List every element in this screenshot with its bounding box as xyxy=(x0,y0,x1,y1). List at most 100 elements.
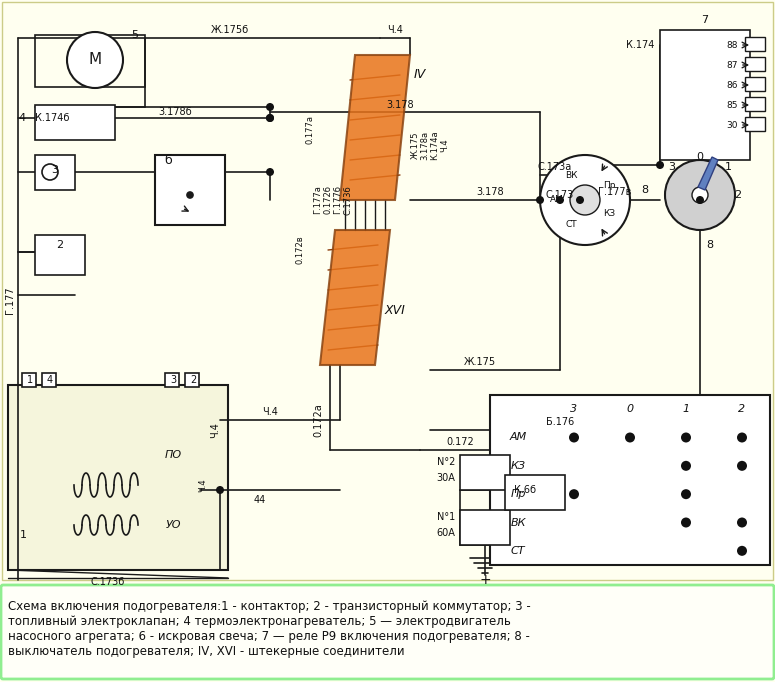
Text: 7: 7 xyxy=(701,15,708,25)
Bar xyxy=(35,35,145,87)
Text: 60А: 60А xyxy=(436,528,455,538)
Text: ВК: ВК xyxy=(510,518,525,527)
Text: К.6б: К.6б xyxy=(514,485,536,495)
Text: 8: 8 xyxy=(642,185,649,195)
Circle shape xyxy=(656,161,664,169)
Text: 0: 0 xyxy=(626,404,634,414)
Circle shape xyxy=(665,160,735,230)
Text: 1: 1 xyxy=(19,530,26,540)
Circle shape xyxy=(737,546,747,556)
Circle shape xyxy=(216,486,224,494)
Text: 44: 44 xyxy=(254,495,266,505)
Text: КЗ: КЗ xyxy=(511,461,525,471)
Bar xyxy=(42,373,56,387)
Text: 1: 1 xyxy=(725,162,732,172)
Text: 86: 86 xyxy=(726,80,738,89)
Text: Ч.4: Ч.4 xyxy=(387,25,403,35)
Text: 1: 1 xyxy=(27,375,33,385)
Text: 3.178: 3.178 xyxy=(386,100,414,110)
Circle shape xyxy=(187,192,193,198)
Text: 0.172а: 0.172а xyxy=(313,403,323,437)
Text: M: M xyxy=(88,53,102,68)
Text: Г.177б: Г.177б xyxy=(333,186,343,215)
Bar xyxy=(185,373,199,387)
Bar xyxy=(460,455,510,490)
Text: 0.172б: 0.172б xyxy=(323,186,332,215)
Text: С.173: С.173 xyxy=(546,190,574,200)
Text: СТ: СТ xyxy=(511,546,525,556)
Bar xyxy=(745,57,765,71)
Bar xyxy=(35,155,75,190)
Bar xyxy=(2,2,773,580)
FancyBboxPatch shape xyxy=(1,585,774,679)
Circle shape xyxy=(737,518,747,527)
Circle shape xyxy=(681,461,691,471)
Text: N°1: N°1 xyxy=(437,512,455,522)
Text: N°2: N°2 xyxy=(436,457,455,467)
Polygon shape xyxy=(340,55,410,200)
Text: Ч.4: Ч.4 xyxy=(198,478,208,492)
Circle shape xyxy=(625,432,635,443)
Circle shape xyxy=(681,518,691,527)
Bar xyxy=(35,105,115,140)
Text: 0: 0 xyxy=(697,152,704,162)
Text: XVI: XVI xyxy=(384,303,405,316)
Text: 0.177а: 0.177а xyxy=(305,115,315,145)
Circle shape xyxy=(266,168,274,176)
Bar xyxy=(22,373,36,387)
Circle shape xyxy=(266,103,274,111)
Text: 3: 3 xyxy=(669,162,676,172)
Circle shape xyxy=(681,489,691,499)
Circle shape xyxy=(536,196,544,204)
Text: 85: 85 xyxy=(726,100,738,110)
Text: Схема включения подогревателя:1 - контактор; 2 - транзисторный коммутатор; 3 -
т: Схема включения подогревателя:1 - контак… xyxy=(8,600,531,658)
Bar xyxy=(460,510,510,545)
Text: 2: 2 xyxy=(739,404,746,414)
Text: АМ: АМ xyxy=(550,196,564,205)
Text: 3: 3 xyxy=(170,375,176,385)
Bar xyxy=(660,30,750,160)
Text: СТ: СТ xyxy=(565,220,577,228)
Bar xyxy=(745,117,765,131)
Text: Ч.4: Ч.4 xyxy=(262,407,278,417)
Text: 3: 3 xyxy=(570,404,577,414)
Circle shape xyxy=(266,114,274,122)
Text: Ж.175б: Ж.175б xyxy=(211,25,249,35)
Text: 4: 4 xyxy=(47,375,53,385)
Circle shape xyxy=(576,196,584,204)
Text: С.173б: С.173б xyxy=(91,577,126,587)
Text: 1: 1 xyxy=(683,404,690,414)
Text: 2: 2 xyxy=(190,375,196,385)
Text: Ж.175: Ж.175 xyxy=(411,131,419,159)
Bar xyxy=(35,235,85,275)
Text: Пр: Пр xyxy=(510,489,525,499)
Text: 3.178а: 3.178а xyxy=(421,130,429,160)
Circle shape xyxy=(556,196,564,204)
Text: ПО: ПО xyxy=(164,450,181,460)
Polygon shape xyxy=(320,230,390,365)
Text: IV: IV xyxy=(414,68,426,82)
Text: 0.172в: 0.172в xyxy=(295,236,305,265)
Text: 30: 30 xyxy=(726,121,738,130)
Text: 2: 2 xyxy=(735,190,742,200)
Text: +: + xyxy=(479,573,491,587)
Text: 3: 3 xyxy=(51,165,58,175)
Text: К.174: К.174 xyxy=(626,40,654,50)
Circle shape xyxy=(737,432,747,443)
Text: С.173а: С.173а xyxy=(538,162,572,172)
Text: Г.177в: Г.177в xyxy=(598,187,632,197)
Circle shape xyxy=(67,32,123,88)
Circle shape xyxy=(737,461,747,471)
Text: АМ: АМ xyxy=(509,432,527,443)
Text: ВК: ВК xyxy=(565,171,577,180)
Bar xyxy=(745,77,765,91)
Bar xyxy=(745,37,765,51)
Text: К.174б: К.174б xyxy=(35,113,69,123)
Text: 2: 2 xyxy=(57,240,64,250)
Bar xyxy=(505,475,565,510)
Text: 3.178: 3.178 xyxy=(476,187,504,197)
Bar xyxy=(155,155,225,225)
Text: 88: 88 xyxy=(726,40,738,50)
Circle shape xyxy=(570,185,600,215)
Text: 0.172: 0.172 xyxy=(446,437,474,447)
